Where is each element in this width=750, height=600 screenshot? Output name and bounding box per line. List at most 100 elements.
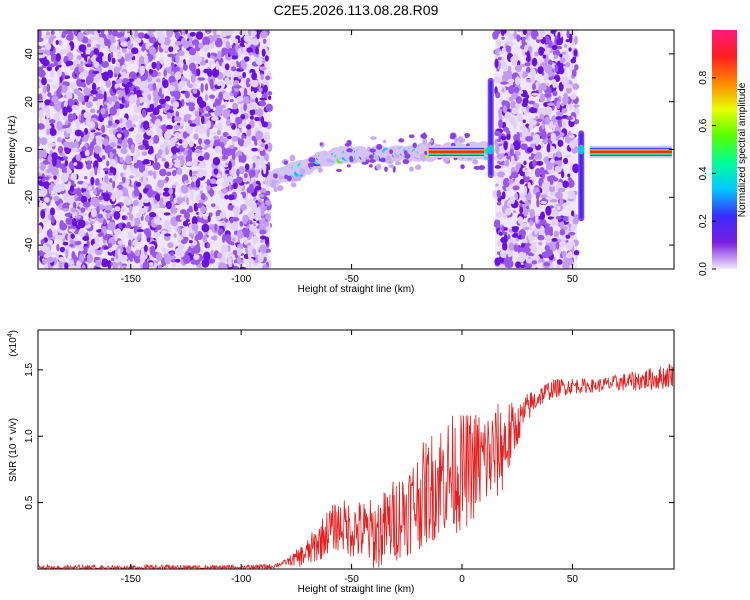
noise-blob bbox=[253, 196, 257, 201]
noise-blob bbox=[172, 213, 178, 218]
noise-blob bbox=[201, 258, 210, 268]
noise-blob bbox=[185, 30, 189, 35]
noise-blob bbox=[61, 172, 69, 183]
noise-blob bbox=[135, 77, 142, 86]
signal-scatter bbox=[398, 138, 405, 143]
noise-blob bbox=[229, 98, 234, 103]
noise-blob bbox=[128, 94, 137, 104]
noise-blob bbox=[522, 208, 529, 217]
noise-blob bbox=[164, 95, 171, 102]
noise-blob bbox=[78, 246, 84, 252]
noise-blob bbox=[203, 44, 210, 52]
signal-scatter bbox=[449, 135, 454, 139]
noise-blob bbox=[84, 30, 93, 35]
noise-blob bbox=[84, 95, 89, 103]
noise-blob bbox=[144, 70, 149, 81]
noise-blob bbox=[194, 150, 203, 154]
noise-blob bbox=[254, 169, 259, 179]
signal-scatter bbox=[409, 166, 414, 172]
noise-blob bbox=[259, 244, 267, 254]
noise-blob bbox=[256, 32, 260, 40]
noise-blob bbox=[535, 115, 539, 120]
noise-blob bbox=[65, 193, 71, 202]
noise-blob bbox=[517, 216, 524, 225]
noise-blob bbox=[132, 199, 139, 207]
noise-blob bbox=[141, 46, 145, 52]
noise-blob bbox=[58, 39, 62, 46]
noise-blob bbox=[155, 127, 161, 132]
noise-blob bbox=[251, 147, 258, 152]
noise-blob bbox=[100, 258, 109, 268]
signal-scatter bbox=[402, 159, 410, 165]
noise-blob bbox=[521, 247, 529, 253]
noise-blob bbox=[133, 224, 137, 235]
noise-blob bbox=[502, 105, 508, 114]
noise-blob bbox=[522, 30, 528, 35]
noise-blob bbox=[52, 185, 58, 195]
noise-blob bbox=[225, 40, 230, 50]
noise-blob bbox=[67, 98, 74, 107]
noise-blob bbox=[259, 66, 267, 71]
noise-blob bbox=[553, 54, 558, 60]
noise-blob bbox=[501, 191, 506, 200]
noise-blob bbox=[153, 229, 158, 233]
noise-blob bbox=[560, 120, 567, 129]
noise-blob bbox=[143, 199, 150, 204]
noise-blob bbox=[557, 221, 565, 228]
noise-blob bbox=[176, 167, 183, 176]
noise-blob bbox=[178, 243, 183, 249]
noise-blob bbox=[189, 123, 197, 127]
snr-xtick-label: -150 bbox=[121, 574, 141, 585]
noise-blob bbox=[41, 77, 47, 86]
noise-blob bbox=[551, 115, 557, 124]
noise-blob bbox=[552, 90, 558, 97]
noise-blob bbox=[146, 189, 154, 198]
noise-blob bbox=[83, 111, 92, 119]
noise-blob bbox=[73, 161, 78, 166]
noise-blob bbox=[538, 58, 543, 64]
noise-blob bbox=[240, 59, 247, 69]
noise-blob bbox=[147, 170, 154, 176]
noise-blob bbox=[573, 217, 579, 224]
noise-blob bbox=[253, 154, 257, 162]
noise-blob bbox=[507, 65, 512, 72]
noise-blob bbox=[259, 147, 264, 151]
noise-blob bbox=[541, 130, 547, 140]
noise-blob bbox=[57, 145, 64, 154]
noise-blob bbox=[97, 164, 101, 174]
noise-blob bbox=[142, 170, 150, 177]
noise-blob bbox=[201, 219, 209, 224]
noise-blob bbox=[518, 251, 527, 257]
noise-blob bbox=[211, 224, 215, 233]
noise-blob bbox=[197, 155, 205, 161]
noise-blob bbox=[101, 55, 107, 62]
noise-blob bbox=[222, 91, 231, 101]
noise-blob bbox=[199, 190, 203, 195]
noise-blob bbox=[247, 250, 252, 260]
noise-blob bbox=[121, 223, 127, 229]
noise-blob bbox=[38, 136, 41, 147]
noise-blob bbox=[518, 90, 524, 94]
noise-blob bbox=[216, 81, 222, 87]
noise-blob bbox=[88, 96, 94, 101]
noise-blob bbox=[559, 53, 563, 58]
noise-blob bbox=[547, 216, 555, 220]
noise-blob bbox=[525, 66, 531, 73]
noise-blob bbox=[88, 121, 96, 129]
noise-blob bbox=[250, 30, 256, 38]
noise-blob bbox=[176, 197, 184, 205]
noise-blob bbox=[145, 42, 150, 50]
noise-blob bbox=[203, 152, 210, 161]
noise-blob bbox=[133, 162, 140, 169]
signal-scatter bbox=[414, 164, 422, 170]
noise-blob bbox=[212, 33, 218, 42]
noise-blob bbox=[539, 93, 546, 103]
noise-blob bbox=[188, 239, 193, 244]
noise-blob bbox=[565, 62, 571, 68]
noise-blob bbox=[38, 109, 44, 119]
noise-blob bbox=[78, 229, 85, 237]
noise-blob bbox=[264, 200, 272, 206]
noise-blob bbox=[81, 36, 89, 44]
noise-blob bbox=[558, 81, 564, 92]
noise-blob bbox=[78, 65, 84, 73]
